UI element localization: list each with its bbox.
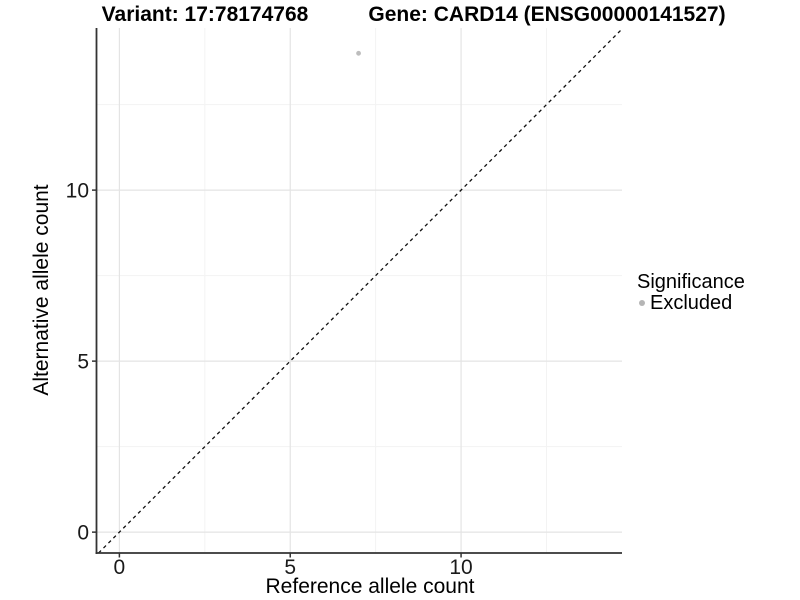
legend: Significance Excluded: [637, 271, 745, 314]
legend-key-dot-icon: [639, 300, 645, 306]
data-point: [356, 50, 361, 56]
x-tick-label: 5: [284, 556, 296, 579]
legend-item-label: Excluded: [650, 291, 733, 314]
variant-title: Variant: 17:78174768: [101, 3, 309, 26]
gene-title: Gene: CARD14 (ENSG00000141527): [368, 3, 726, 26]
x-axis-label: Reference allele count: [265, 575, 475, 598]
x-tick-label: 10: [449, 556, 472, 579]
legend-item-excluded: Excluded: [639, 291, 745, 314]
y-axis-label: Alternative allele count: [30, 184, 53, 396]
legend-title: Significance: [637, 271, 745, 293]
identity-line: [98, 28, 623, 554]
y-tick-label: 0: [77, 522, 89, 545]
x-tick-label: 0: [114, 556, 126, 579]
y-tick-label: 5: [77, 351, 89, 374]
y-tick-label: 10: [66, 180, 89, 203]
